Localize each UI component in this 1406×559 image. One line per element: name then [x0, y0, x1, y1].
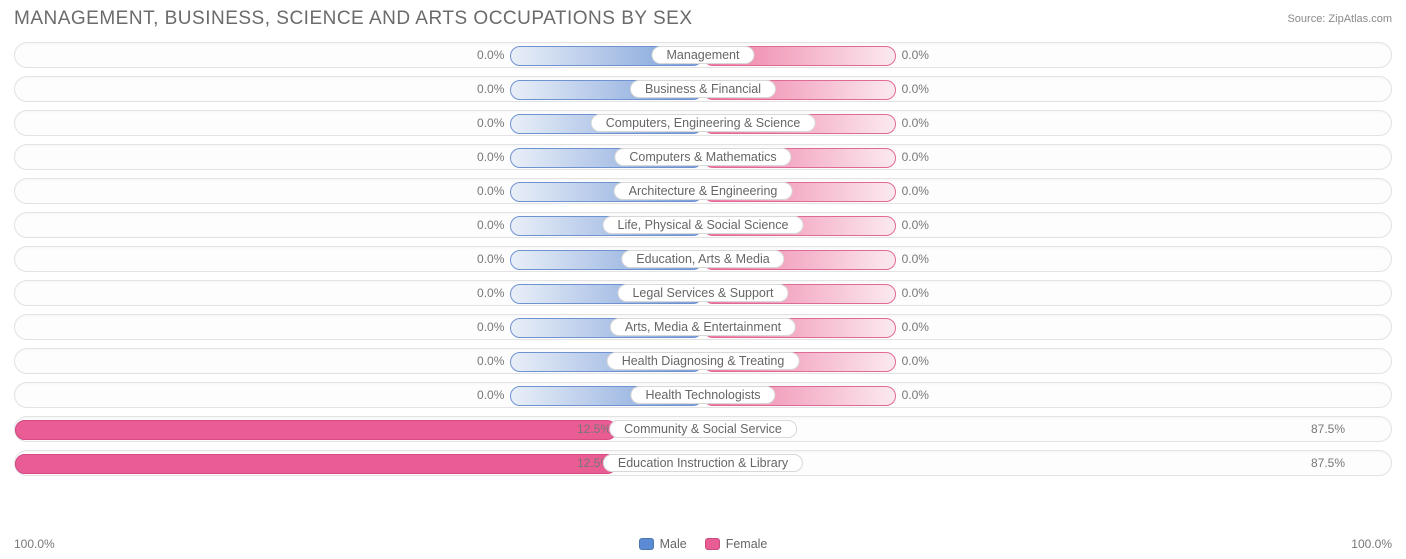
category-label: Education, Arts & Media [621, 250, 784, 268]
female-pct-label: 87.5% [1311, 422, 1345, 436]
chart-row: Life, Physical & Social Science 0.0% 0.0% [14, 212, 1392, 238]
occupations-by-sex-chart: MANAGEMENT, BUSINESS, SCIENCE AND ARTS O… [0, 0, 1406, 559]
chart-row: Computers, Engineering & Science 0.0% 0.0% [14, 110, 1392, 136]
chart-row: Computers & Mathematics 0.0% 0.0% [14, 144, 1392, 170]
female-pct-label: 0.0% [902, 354, 929, 368]
category-label: Architecture & Engineering [614, 182, 793, 200]
category-label: Health Diagnosing & Treating [607, 352, 800, 370]
male-pct-label: 0.0% [477, 252, 504, 266]
chart-row: Health Technologists 0.0% 0.0% [14, 382, 1392, 408]
chart-row: Arts, Media & Entertainment 0.0% 0.0% [14, 314, 1392, 340]
category-label: Computers, Engineering & Science [591, 114, 816, 132]
category-label: Business & Financial [630, 80, 776, 98]
female-pct-label: 0.0% [902, 150, 929, 164]
chart-row: Education, Arts & Media 0.0% 0.0% [14, 246, 1392, 272]
category-label: Life, Physical & Social Science [603, 216, 804, 234]
female-pct-label: 0.0% [902, 82, 929, 96]
chart-rows-area: Management 0.0% 0.0% Business & Financial 0.… [14, 38, 1392, 531]
chart-header: MANAGEMENT, BUSINESS, SCIENCE AND ARTS O… [14, 8, 1392, 38]
chart-row: Health Diagnosing & Treating 0.0% 0.0% [14, 348, 1392, 374]
chart-row: Community & Social Service12.5% 87.5% [14, 416, 1392, 442]
chart-title: MANAGEMENT, BUSINESS, SCIENCE AND ARTS O… [14, 8, 693, 30]
female-pct-label: 0.0% [902, 252, 929, 266]
category-label: Community & Social Service [609, 420, 797, 438]
legend-male-swatch [639, 538, 654, 550]
legend-female-swatch [705, 538, 720, 550]
category-label: Education Instruction & Library [603, 454, 803, 472]
female-pct-label: 0.0% [902, 116, 929, 130]
male-pct-label: 0.0% [477, 320, 504, 334]
axis-left-label: 100.0% [14, 537, 55, 551]
female-pct-label: 0.0% [902, 388, 929, 402]
category-label: Computers & Mathematics [614, 148, 791, 166]
female-pct-label: 0.0% [902, 286, 929, 300]
chart-row: Management 0.0% 0.0% [14, 42, 1392, 68]
chart-row: Legal Services & Support 0.0% 0.0% [14, 280, 1392, 306]
axis-right-label: 100.0% [1351, 537, 1392, 551]
chart-row: Business & Financial 0.0% 0.0% [14, 76, 1392, 102]
legend-female: Female [705, 537, 768, 551]
male-pct-label: 0.0% [477, 48, 504, 62]
chart-legend: Male Female [639, 537, 768, 551]
male-pct-label: 0.0% [477, 116, 504, 130]
female-bar [15, 420, 617, 440]
category-label: Arts, Media & Entertainment [610, 318, 796, 336]
female-pct-label: 0.0% [902, 320, 929, 334]
legend-female-label: Female [726, 537, 768, 551]
male-pct-label: 0.0% [477, 354, 504, 368]
male-pct-label: 0.0% [477, 184, 504, 198]
category-label: Legal Services & Support [617, 284, 788, 302]
male-pct-label: 0.0% [477, 218, 504, 232]
male-pct-label: 0.0% [477, 150, 504, 164]
female-bar [15, 454, 617, 474]
female-pct-label: 0.0% [902, 218, 929, 232]
category-label: Management [652, 46, 755, 64]
male-pct-label: 0.0% [477, 286, 504, 300]
legend-male: Male [639, 537, 687, 551]
chart-row: Architecture & Engineering 0.0% 0.0% [14, 178, 1392, 204]
legend-male-label: Male [660, 537, 687, 551]
chart-source: Source: ZipAtlas.com [1287, 13, 1392, 25]
chart-row: Education Instruction & Library12.5%87.5… [14, 450, 1392, 476]
chart-footer: 100.0% Male Female 100.0% [14, 531, 1392, 551]
female-pct-label: 87.5% [1311, 456, 1345, 470]
male-pct-label: 0.0% [477, 82, 504, 96]
category-label: Health Technologists [630, 386, 775, 404]
female-pct-label: 0.0% [902, 184, 929, 198]
female-pct-label: 0.0% [902, 48, 929, 62]
male-pct-label: 0.0% [477, 388, 504, 402]
male-pct-label: 12.5% [577, 422, 611, 436]
